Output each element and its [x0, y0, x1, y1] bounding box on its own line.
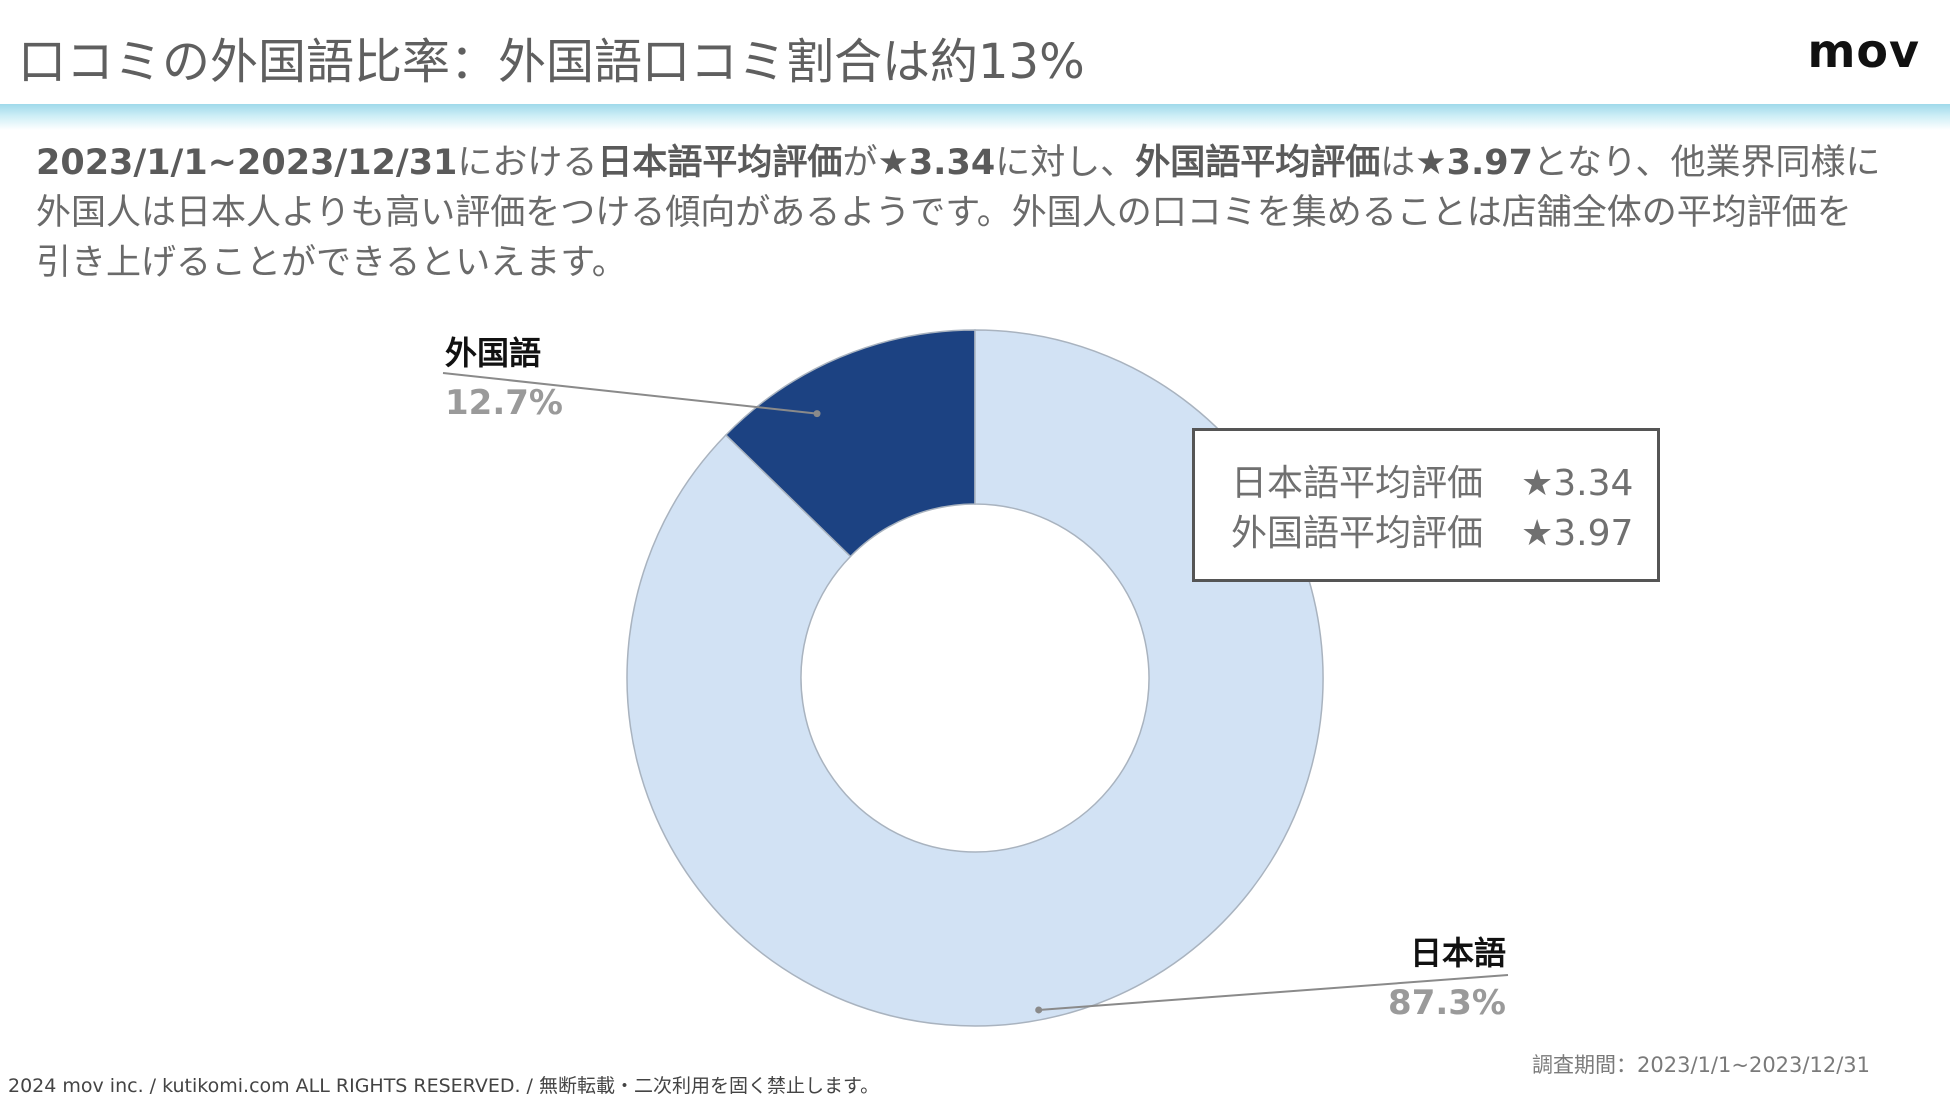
donut-slice-foreign: [724, 329, 976, 558]
description-text: における: [457, 143, 598, 183]
leader-dot-foreign: [813, 410, 821, 418]
slice-label-japanese: 日本語: [1410, 934, 1506, 972]
description-line-3: 引き上げることができるといえます。: [36, 243, 627, 283]
description-text: が: [842, 143, 878, 183]
description-text: となり、他業界同様に: [1532, 143, 1881, 183]
leader-dot-japanese: [1035, 1006, 1043, 1014]
description-emphasis: ★3.97: [1415, 143, 1533, 183]
description-line-1: 2023/1/1~2023/12/31における日本語平均評価が★3.34に対し、…: [36, 138, 1926, 188]
description: 2023/1/1~2023/12/31における日本語平均評価が★3.34に対し、…: [36, 138, 1926, 288]
header-divider-band: [0, 104, 1950, 130]
copyright-notice: 2024 mov inc. / kutikomi.com ALL RIGHTS …: [8, 1075, 880, 1097]
description-emphasis: 日本語平均評価: [597, 143, 843, 183]
description-emphasis: ★3.34: [877, 143, 996, 183]
slice-value-foreign: 12.7%: [445, 383, 563, 423]
description-emphasis: 外国語平均評価: [1135, 143, 1381, 183]
rating-value: ★3.97: [1521, 513, 1634, 554]
mov-logo: mov: [1807, 24, 1920, 78]
page-title: 口コミの外国語比率：外国語口コミ割合は約13%: [18, 34, 1085, 90]
description-text: に対し、: [995, 143, 1136, 183]
average-rating-box: 日本語平均評価 ★3.34 外国語平均評価 ★3.97: [1192, 428, 1660, 582]
donut-slice-japanese: [626, 329, 1324, 1027]
rating-label: 日本語平均評価: [1231, 463, 1484, 504]
description-text: は: [1380, 143, 1416, 183]
leader-line-foreign: [442, 372, 818, 415]
slice-value-japanese: 87.3%: [1388, 983, 1506, 1023]
slice-label-foreign: 外国語: [445, 334, 541, 372]
leader-line-japanese: [1038, 974, 1509, 1011]
rating-row-foreign: 外国語平均評価 ★3.97: [1231, 509, 1657, 559]
rating-label: 外国語平均評価: [1231, 513, 1484, 554]
rating-value: ★3.34: [1521, 463, 1634, 504]
rating-row-japanese: 日本語平均評価 ★3.34: [1231, 459, 1657, 509]
description-line-2: 外国人は日本人よりも高い評価をつける傾向があるようです。外国人の口コミを集めるこ…: [36, 193, 1852, 233]
survey-period: 調査期間：2023/1/1~2023/12/31: [1532, 1053, 1870, 1077]
description-emphasis: 2023/1/1~2023/12/31: [36, 143, 458, 183]
